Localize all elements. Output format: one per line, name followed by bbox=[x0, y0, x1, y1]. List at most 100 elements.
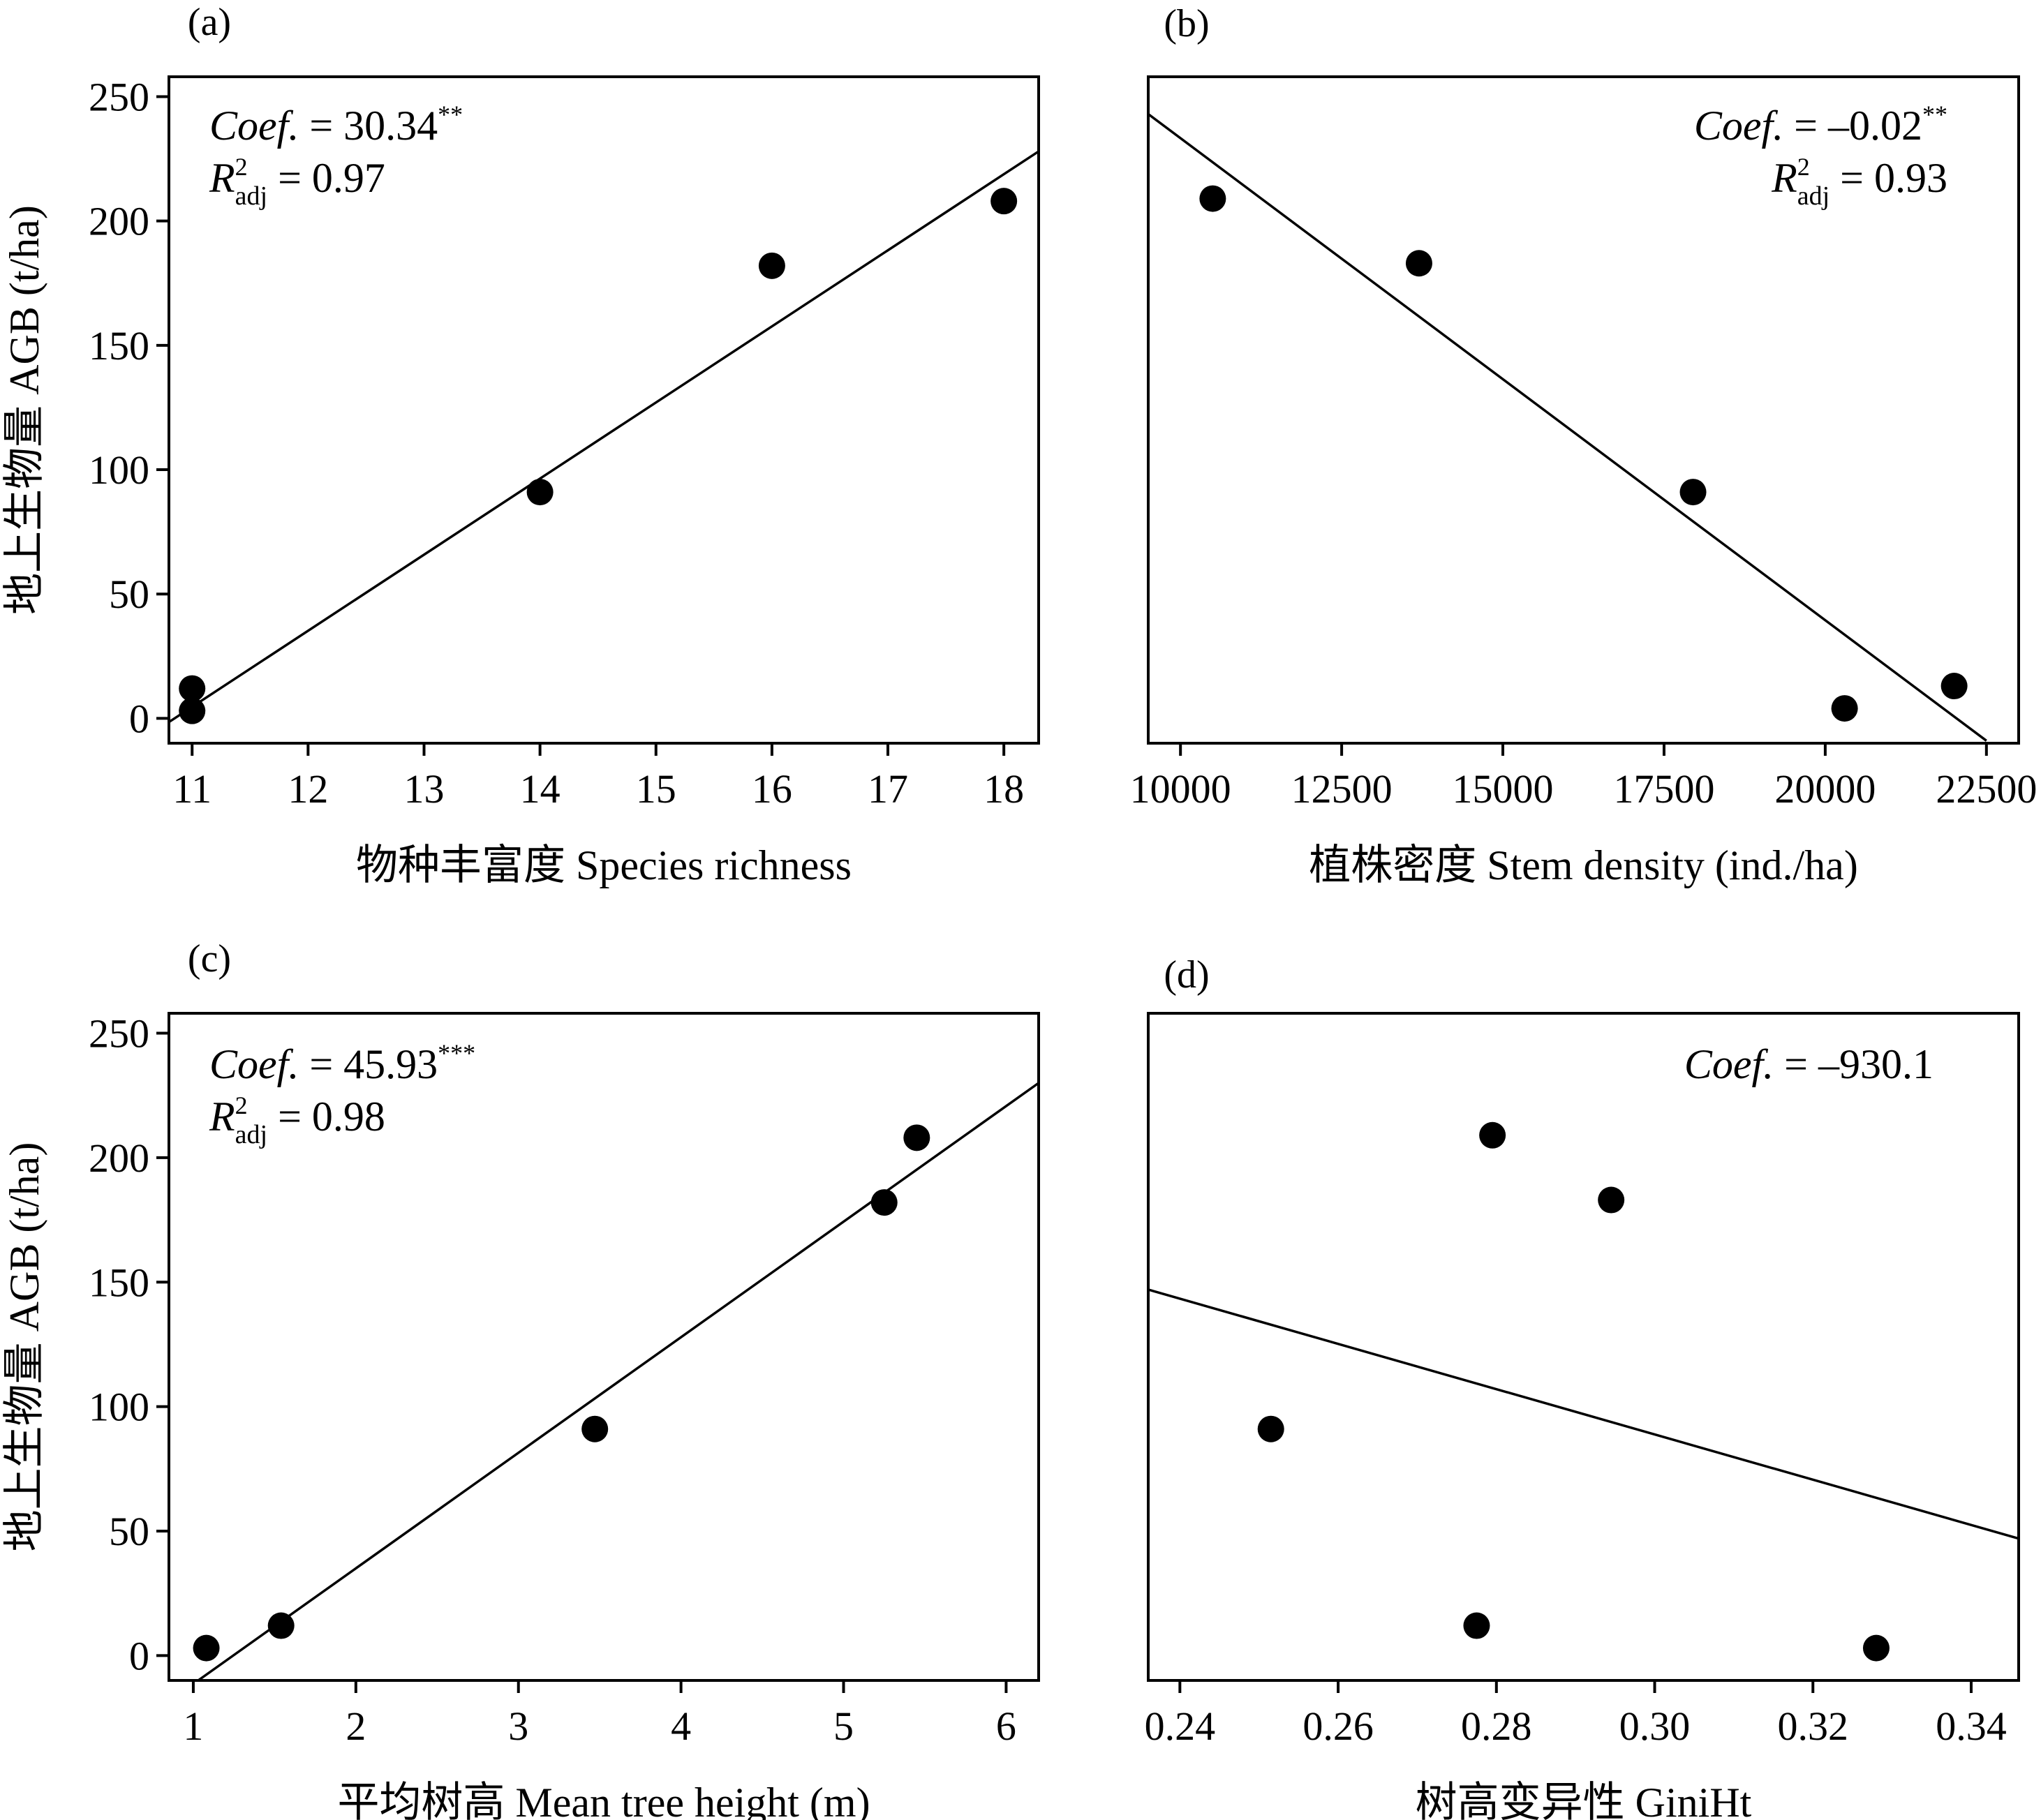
data-point bbox=[193, 1634, 220, 1662]
data-point bbox=[758, 252, 785, 279]
y-tick-label: 150 bbox=[89, 323, 149, 368]
y-tick-label: 100 bbox=[89, 447, 149, 493]
coef-annotation: Coef. = 30.34** bbox=[209, 100, 463, 149]
data-point bbox=[179, 675, 206, 702]
y-tick-label: 100 bbox=[89, 1385, 149, 1430]
r2-superscript: 2 bbox=[1797, 153, 1810, 181]
y-tick-label: 250 bbox=[89, 1011, 149, 1057]
chart-panel-1: 11 12 13 14 15 16 17 18 0 50 100 150 200 250 物种丰富度 Spe… bbox=[1, 1, 1040, 888]
data-point bbox=[1831, 695, 1858, 722]
panel-label: (b) bbox=[1164, 2, 1209, 45]
plot-frame bbox=[1147, 1012, 2020, 1682]
data-point bbox=[1862, 1634, 1890, 1662]
data-point bbox=[1479, 1121, 1506, 1149]
x-axis-label: 物种丰富度 Species richness bbox=[356, 842, 852, 888]
data-point bbox=[1940, 673, 1968, 700]
x-tick-label: 0.26 bbox=[1302, 1703, 1374, 1749]
chart-panel-2: 10000 12500 15000 17500 20000 22500 植株密度 Stem … bbox=[1130, 2, 2038, 888]
data-point bbox=[1463, 1612, 1490, 1639]
x-tick-label: 17500 bbox=[1613, 766, 1714, 812]
x-tick-label: 0.30 bbox=[1619, 1703, 1691, 1749]
y-tick-label: 250 bbox=[89, 75, 149, 120]
data-point bbox=[526, 479, 554, 506]
x-tick-label: 12500 bbox=[1291, 766, 1393, 812]
x-tick-label: 15000 bbox=[1453, 766, 1554, 812]
x-tick-label: 2 bbox=[346, 1703, 366, 1749]
x-tick-label: 14 bbox=[520, 766, 561, 812]
coef-annotation: Coef. = –0.02** bbox=[1694, 100, 1947, 149]
regression-line bbox=[169, 150, 1039, 724]
r2-superscript: 2 bbox=[235, 153, 248, 181]
regression-line bbox=[197, 1082, 1039, 1680]
panel-label: (c) bbox=[188, 937, 231, 980]
data-point bbox=[870, 1189, 898, 1216]
coef-value: = 45.93 bbox=[299, 1041, 438, 1087]
r2-subscript: adj bbox=[235, 181, 267, 211]
y-axis-label: 地上生物量 AGB (t/ha) bbox=[1, 1142, 47, 1552]
data-point bbox=[179, 697, 206, 724]
data-point bbox=[903, 1124, 930, 1151]
x-tick-label: 0.28 bbox=[1461, 1703, 1532, 1749]
x-tick-label: 0.32 bbox=[1778, 1703, 1849, 1749]
x-axis-label: 树高变异性 GiniHt bbox=[1416, 1780, 1752, 1820]
x-tick-label: 5 bbox=[833, 1703, 854, 1749]
coef-value: = –0.02 bbox=[1783, 103, 1922, 149]
y-tick-label: 0 bbox=[129, 696, 149, 741]
y-tick-label: 0 bbox=[129, 1633, 149, 1678]
data-point bbox=[1679, 479, 1707, 506]
x-tick-label: 17 bbox=[868, 766, 908, 812]
y-tick-label: 50 bbox=[109, 1509, 149, 1554]
x-tick-label: 4 bbox=[671, 1703, 691, 1749]
x-tick-label: 11 bbox=[172, 766, 211, 812]
data-point bbox=[581, 1415, 609, 1442]
x-tick-label: 18 bbox=[984, 766, 1024, 812]
data-point bbox=[267, 1612, 295, 1639]
plot-frame bbox=[168, 75, 1040, 745]
r2-value: = 0.97 bbox=[267, 155, 385, 201]
y-tick-label: 200 bbox=[89, 199, 149, 244]
panel-label: (a) bbox=[188, 1, 231, 44]
regression-line bbox=[1148, 113, 1987, 742]
r2-annotation: R2 adj = 0.98 bbox=[209, 1091, 385, 1149]
coef-significance: ** bbox=[438, 100, 463, 128]
coef-significance: *** bbox=[438, 1039, 475, 1067]
coef-value: = 30.34 bbox=[299, 103, 438, 149]
coef-label: Coef. bbox=[209, 1041, 299, 1087]
chart-panel-3: 1 2 3 4 5 6 0 50 100 150 200 250 平均树高 Mean tree heig… bbox=[1, 937, 1040, 1820]
x-tick-label: 20000 bbox=[1774, 766, 1876, 812]
r2-symbol: R bbox=[209, 155, 235, 201]
r2-symbol: R bbox=[209, 1094, 235, 1140]
coef-label: Coef. bbox=[1694, 103, 1783, 149]
r2-subscript: adj bbox=[1797, 181, 1830, 211]
x-tick-label: 6 bbox=[996, 1703, 1016, 1749]
x-tick-label: 10000 bbox=[1130, 766, 1231, 812]
x-tick-label: 12 bbox=[288, 766, 328, 812]
data-point bbox=[1199, 185, 1226, 212]
r2-value: = 0.93 bbox=[1830, 155, 1947, 201]
data-point bbox=[1405, 250, 1432, 277]
y-tick-label: 50 bbox=[109, 572, 149, 617]
coef-significance: ** bbox=[1922, 100, 1947, 128]
chart-panel-4: 0.24 0.26 0.28 0.30 0.32 0.34 树高变异性 GiniHt (d) C… bbox=[1145, 953, 2020, 1820]
x-tick-label: 15 bbox=[636, 766, 676, 812]
x-tick-label: 3 bbox=[508, 1703, 528, 1749]
r2-value: = 0.98 bbox=[267, 1094, 385, 1140]
x-tick-label: 22500 bbox=[1936, 766, 2037, 812]
r2-annotation: R2 adj = 0.93 bbox=[1771, 153, 1947, 211]
x-tick-label: 0.34 bbox=[1936, 1703, 2007, 1749]
data-point bbox=[1257, 1415, 1284, 1442]
coef-label: Coef. bbox=[209, 103, 299, 149]
r2-superscript: 2 bbox=[235, 1091, 248, 1119]
r2-subscript: adj bbox=[235, 1120, 267, 1149]
y-tick-label: 200 bbox=[89, 1135, 149, 1181]
x-tick-label: 13 bbox=[403, 766, 444, 812]
r2-annotation: R2 adj = 0.97 bbox=[209, 153, 385, 211]
r2-symbol: R bbox=[1771, 155, 1797, 201]
data-point bbox=[1598, 1186, 1625, 1214]
x-tick-label: 16 bbox=[752, 766, 792, 812]
x-tick-label: 1 bbox=[183, 1703, 203, 1749]
coef-label: Coef. bbox=[1684, 1041, 1774, 1087]
data-point bbox=[990, 188, 1018, 215]
plot-frame bbox=[168, 1012, 1040, 1682]
plot-frame bbox=[1147, 75, 2020, 745]
